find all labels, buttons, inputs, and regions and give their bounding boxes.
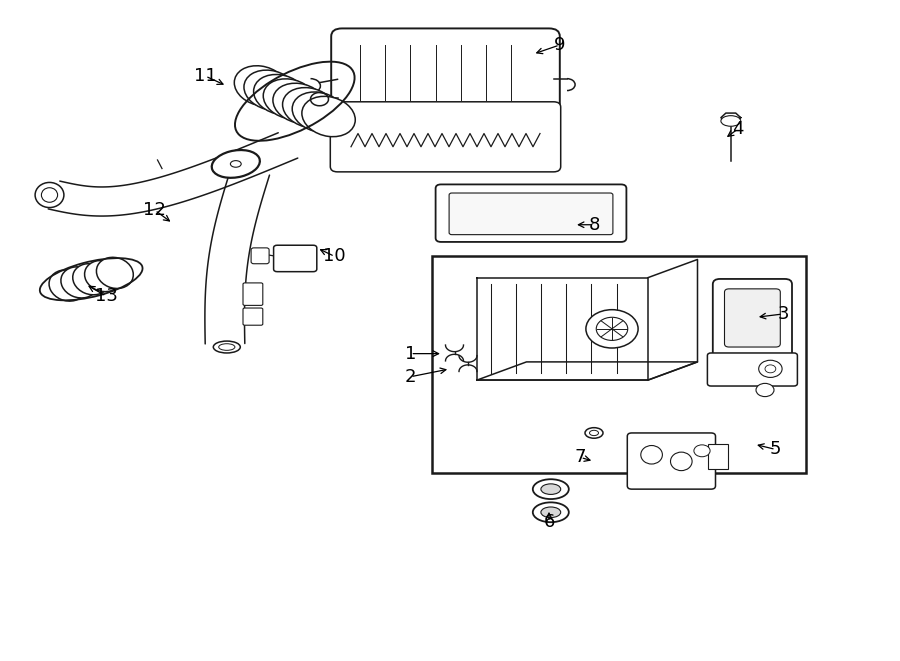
- Ellipse shape: [586, 309, 638, 348]
- Ellipse shape: [590, 430, 598, 436]
- Text: 2: 2: [405, 368, 416, 386]
- Ellipse shape: [533, 502, 569, 522]
- Ellipse shape: [230, 161, 241, 167]
- FancyBboxPatch shape: [449, 193, 613, 235]
- Text: 4: 4: [733, 120, 743, 138]
- FancyBboxPatch shape: [707, 353, 797, 386]
- Ellipse shape: [61, 267, 98, 298]
- Text: 9: 9: [554, 36, 565, 54]
- Text: 8: 8: [589, 215, 599, 234]
- Ellipse shape: [219, 344, 235, 350]
- FancyBboxPatch shape: [330, 102, 561, 172]
- Text: 13: 13: [94, 287, 118, 305]
- Ellipse shape: [212, 150, 260, 178]
- Ellipse shape: [49, 270, 86, 301]
- Ellipse shape: [283, 88, 336, 128]
- Ellipse shape: [234, 65, 288, 106]
- Text: 1: 1: [405, 344, 416, 363]
- Ellipse shape: [533, 479, 569, 499]
- Circle shape: [765, 365, 776, 373]
- Ellipse shape: [721, 116, 741, 126]
- Circle shape: [756, 383, 774, 397]
- Ellipse shape: [264, 79, 317, 119]
- Circle shape: [759, 360, 782, 377]
- FancyBboxPatch shape: [331, 28, 560, 117]
- Ellipse shape: [585, 428, 603, 438]
- FancyBboxPatch shape: [251, 248, 269, 264]
- FancyBboxPatch shape: [724, 289, 780, 347]
- Ellipse shape: [73, 264, 110, 295]
- Circle shape: [694, 445, 710, 457]
- Ellipse shape: [596, 317, 628, 340]
- Ellipse shape: [244, 70, 297, 110]
- Ellipse shape: [541, 484, 561, 494]
- Text: 12: 12: [143, 201, 166, 219]
- Ellipse shape: [85, 260, 122, 292]
- Text: 10: 10: [323, 247, 346, 266]
- FancyBboxPatch shape: [274, 245, 317, 272]
- FancyBboxPatch shape: [243, 283, 263, 305]
- Text: 11: 11: [194, 67, 217, 85]
- Bar: [432, 256, 806, 473]
- Ellipse shape: [213, 341, 240, 353]
- Text: 3: 3: [778, 305, 788, 323]
- Text: 6: 6: [544, 513, 554, 531]
- Bar: [708, 444, 728, 469]
- Ellipse shape: [302, 97, 356, 137]
- FancyBboxPatch shape: [436, 184, 626, 242]
- FancyBboxPatch shape: [627, 433, 716, 489]
- Ellipse shape: [292, 92, 346, 132]
- FancyBboxPatch shape: [243, 308, 263, 325]
- Ellipse shape: [96, 257, 133, 288]
- Ellipse shape: [641, 446, 662, 464]
- Ellipse shape: [254, 75, 307, 115]
- Ellipse shape: [670, 452, 692, 471]
- Text: 5: 5: [770, 440, 781, 459]
- Ellipse shape: [41, 188, 58, 202]
- Ellipse shape: [273, 83, 327, 124]
- Text: 7: 7: [575, 448, 586, 467]
- Ellipse shape: [541, 507, 561, 518]
- Ellipse shape: [35, 182, 64, 208]
- FancyBboxPatch shape: [713, 279, 792, 359]
